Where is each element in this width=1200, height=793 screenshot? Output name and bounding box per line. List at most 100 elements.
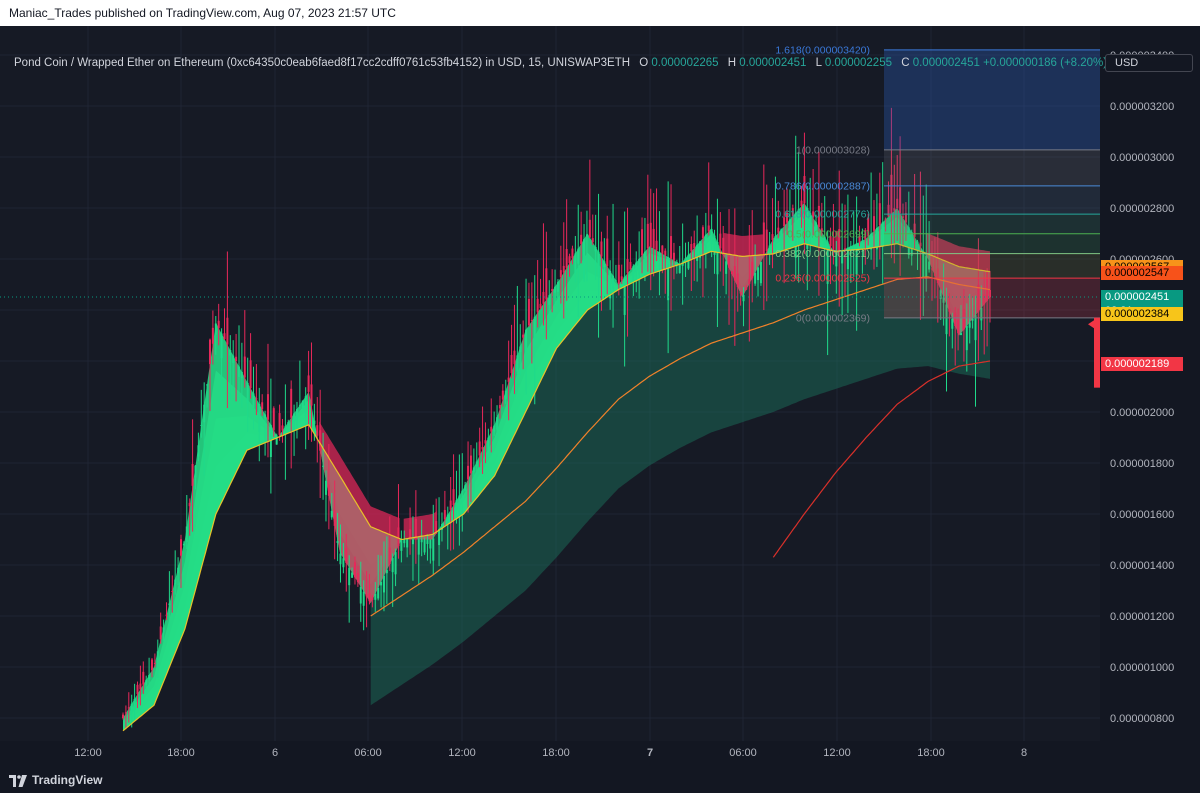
y-tick-label: 0.000002800: [1110, 203, 1174, 215]
candle-body: [510, 355, 513, 373]
published-text: Maniac_Trades published on TradingView.c…: [9, 6, 396, 20]
candle-body: [403, 539, 406, 544]
candle-body: [887, 204, 890, 217]
candle-body: [722, 237, 725, 255]
candle-body: [440, 524, 443, 530]
candle-body: [704, 234, 707, 248]
candle-body: [580, 234, 583, 244]
candle-body: [617, 264, 620, 284]
candle-body: [481, 447, 484, 450]
candle-body: [652, 228, 655, 249]
candle-body: [614, 280, 617, 282]
candle-body: [638, 258, 641, 270]
fib-level-label: 0.5(0.000002699): [787, 228, 870, 240]
candle-body: [159, 626, 162, 640]
candle-body: [275, 435, 278, 445]
candle-body: [258, 403, 261, 433]
candle-body: [710, 229, 713, 245]
candle-body: [823, 236, 826, 245]
candle-body: [826, 241, 829, 284]
candle-body: [229, 350, 232, 356]
candle-body: [585, 234, 588, 237]
candle-body: [835, 253, 838, 267]
candle-body: [461, 490, 464, 493]
trend-cloud: [370, 243, 990, 706]
candle-body: [530, 320, 533, 322]
candle-body: [846, 247, 849, 270]
price-axis-tag: 0.000002547: [1101, 265, 1183, 280]
candle-body: [858, 235, 861, 242]
candle-body: [643, 251, 646, 258]
candle-body: [336, 540, 339, 543]
candle-body: [904, 213, 907, 223]
candle-body: [899, 187, 902, 213]
candle-body: [525, 329, 528, 352]
moving-average-line: [772, 360, 991, 558]
candle-body: [507, 377, 510, 382]
bearish-ribbon: [319, 421, 400, 604]
candle-body: [716, 241, 719, 275]
tradingview-brand: TradingView: [32, 772, 103, 787]
x-tick-label: 18:00: [917, 747, 945, 759]
ema-ribbon-band: [123, 202, 990, 731]
candle-body: [588, 219, 591, 238]
candle-body: [150, 659, 153, 671]
candle-body: [400, 540, 403, 551]
x-tick-label: 12:00: [823, 747, 851, 759]
fib-zone: [884, 49, 1100, 150]
currency-button[interactable]: USD: [1105, 54, 1193, 72]
candle-body: [452, 489, 455, 506]
candle-body: [902, 216, 905, 218]
candle-body: [290, 388, 293, 418]
candle-body: [391, 558, 394, 573]
candle-body: [983, 294, 986, 305]
candle-body: [469, 455, 472, 474]
candle-body: [211, 327, 214, 344]
candle-body: [745, 288, 748, 290]
candle-body: [635, 262, 638, 273]
candle-body: [200, 424, 203, 426]
candle-body: [736, 273, 739, 288]
candle-body: [179, 539, 182, 556]
open-value: 0.000002265: [651, 57, 719, 69]
candle-body: [939, 290, 942, 299]
candle-body: [420, 539, 423, 543]
price-chart[interactable]: 1.618(0.000003420) 1(0.000003028) 0.786(0.…: [0, 26, 1200, 766]
candle-body: [612, 275, 615, 289]
candle-body: [812, 211, 815, 218]
bearish-ribbon: [403, 511, 437, 540]
candle-body: [667, 257, 670, 301]
y-tick-label: 0.000001200: [1110, 611, 1174, 623]
candle-body: [728, 256, 731, 268]
candle-body: [243, 356, 246, 378]
candle-body: [962, 309, 965, 330]
candle-body: [664, 250, 667, 256]
candle-body: [252, 393, 255, 409]
candle-body: [298, 404, 301, 406]
candle-body: [527, 298, 530, 326]
chart-area[interactable]: 1.618(0.000003420) 1(0.000003028) 0.786(0.…: [0, 26, 1200, 766]
candle-body: [551, 289, 554, 291]
candle-body: [739, 292, 742, 294]
candle-body: [464, 485, 467, 491]
candle-body: [800, 200, 803, 207]
fib-zone: [884, 253, 1100, 279]
candle-body: [339, 553, 342, 565]
candle-body: [678, 263, 681, 274]
candle-body: [890, 174, 893, 214]
candle-body: [730, 271, 733, 275]
candle-body: [559, 270, 562, 278]
candle-body: [936, 268, 939, 284]
candle-body: [272, 408, 275, 431]
y-tick-label: 0.000001600: [1110, 509, 1174, 521]
y-tick-label: 0.000003200: [1110, 101, 1174, 113]
candle-body: [867, 217, 870, 237]
candle-body: [307, 375, 310, 392]
candle-body: [759, 261, 762, 284]
candle-body: [284, 426, 287, 432]
candle-body: [264, 414, 267, 419]
candle-body: [641, 229, 644, 256]
candle-body: [556, 282, 559, 292]
candle-body: [319, 430, 322, 451]
candle-body: [194, 465, 197, 478]
